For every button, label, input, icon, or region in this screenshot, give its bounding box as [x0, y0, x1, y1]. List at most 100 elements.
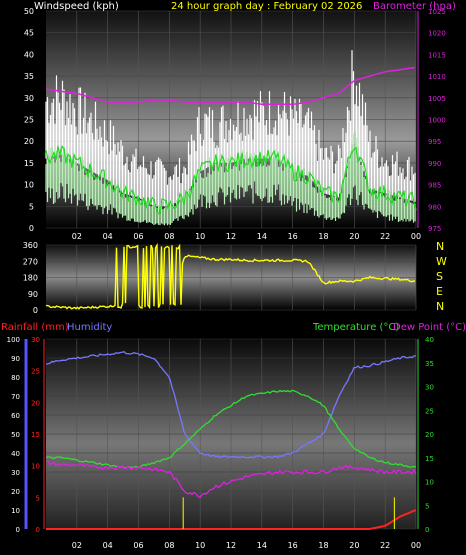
- barometer-ytick-label: 1010: [428, 73, 446, 81]
- barometer-ytick-label: 995: [428, 138, 441, 146]
- direction-ytick-label: 180: [23, 274, 38, 283]
- barometer-ytick-label: 985: [428, 182, 441, 190]
- rainfall-ytick-label: 25: [31, 368, 40, 376]
- right-label-barometer: Barometer (hpa): [373, 1, 456, 12]
- direction-ytick-label: 0: [33, 306, 38, 315]
- humidity-ytick-label: 20: [11, 488, 20, 496]
- direction-ytick-label: 90: [28, 290, 38, 299]
- wind-xtick-label: 12: [226, 232, 236, 241]
- wind-series: [45, 11, 419, 228]
- temperature-ytick-label: 40: [425, 336, 434, 344]
- rainfall-ytick-label: 0: [36, 526, 40, 534]
- wind-xtick-label: 08: [164, 232, 174, 241]
- direction-ytick-label: 360: [23, 241, 38, 250]
- lower-xtick-label: 20: [349, 541, 359, 550]
- lower-xtick-label: 16: [288, 541, 298, 550]
- humidity-line: [45, 350, 416, 459]
- right-label-temperature: Temperature (°C): [312, 322, 399, 333]
- temperature-ytick-label: 20: [425, 431, 434, 439]
- wind-xtick-label: 14: [257, 232, 267, 241]
- lower-series: [45, 350, 417, 530]
- humidity-ytick-label: 0: [16, 526, 20, 534]
- temperature-ytick-label: 25: [425, 407, 434, 415]
- humidity-ytick-label: 60: [11, 412, 20, 420]
- lower-xtick-label: 00: [411, 541, 421, 550]
- rainfall-ytick-label: 20: [31, 399, 40, 407]
- wind-ytick-label: 15: [24, 159, 34, 168]
- lower-xtick-label: 22: [380, 541, 390, 550]
- rainfall-ytick-label: 5: [36, 494, 40, 502]
- wind-ytick-label: 40: [24, 50, 34, 59]
- wind-ytick-label: 35: [24, 72, 34, 81]
- left-label-windspeed: Windspeed (kph): [34, 1, 119, 12]
- direction-series: [46, 242, 416, 310]
- wind-xtick-label: 02: [72, 232, 82, 241]
- wind-xtick-label: 18: [318, 232, 328, 241]
- wind-ytick-label: 0: [29, 224, 34, 233]
- lower-xtick-label: 08: [164, 541, 174, 550]
- wind-xtick-label: 16: [288, 232, 298, 241]
- wind-xtick-label: 22: [380, 232, 390, 241]
- compass-label-n-bottom: N: [436, 300, 444, 313]
- barometer-ytick-label: 975: [428, 225, 441, 233]
- lower-xtick-label: 12: [226, 541, 236, 550]
- humidity-ytick-label: 50: [11, 431, 20, 439]
- compass-label-e: E: [436, 285, 443, 298]
- direction-ytick-label: 270: [23, 257, 38, 266]
- axis-labels: 0510152025303540455097598098599099510001…: [7, 7, 446, 550]
- humidity-ytick-label: 40: [11, 450, 20, 458]
- humidity-ytick-label: 90: [11, 355, 20, 363]
- compass-label-n-top: N: [436, 240, 444, 253]
- wind-ytick-label: 20: [24, 137, 34, 146]
- wind-xtick-label: 10: [195, 232, 205, 241]
- right-label-dewpoint: Dew Point (°C): [393, 322, 466, 333]
- barometer-ytick-label: 1025: [428, 8, 446, 16]
- wind-xtick-label: 04: [103, 232, 113, 241]
- wind-ytick-label: 50: [24, 7, 34, 16]
- barometer-ytick-label: 980: [428, 203, 441, 211]
- barometer-ytick-label: 1000: [428, 117, 446, 125]
- barometer-ytick-label: 1020: [428, 30, 446, 38]
- wind-direction-line: [46, 242, 416, 310]
- temperature-ytick-label: 10: [425, 479, 434, 487]
- wind-xtick-label: 06: [133, 232, 143, 241]
- lower-xtick-label: 14: [257, 541, 267, 550]
- compass-label-w: W: [436, 255, 447, 268]
- wind-ytick-label: 5: [29, 202, 34, 211]
- barometer-ytick-label: 1015: [428, 51, 446, 59]
- temperature-ytick-label: 30: [425, 384, 434, 392]
- direction-grid: [46, 244, 417, 311]
- temperature-ytick-label: 15: [425, 455, 434, 463]
- humidity-ytick-label: 10: [11, 507, 20, 515]
- lower-xtick-label: 18: [318, 541, 328, 550]
- humidity-ytick-label: 80: [11, 374, 20, 382]
- temperature-ytick-label: 5: [425, 502, 429, 510]
- barometer-line: [45, 66, 416, 106]
- temperature-line: [45, 389, 417, 469]
- wind-xtick-label: 00: [411, 232, 421, 241]
- left-label-rainfall: Rainfall (mm): [1, 322, 69, 333]
- rainfall-ytick-label: 15: [31, 431, 40, 439]
- temperature-ytick-label: 35: [425, 360, 434, 368]
- wind-ytick-label: 45: [24, 29, 34, 38]
- barometer-ytick-label: 990: [428, 160, 441, 168]
- wind-ytick-label: 10: [24, 181, 34, 190]
- dewpoint-line: [46, 460, 417, 499]
- windspeed-mean-line: [45, 144, 417, 215]
- wind-xtick-label: 20: [349, 232, 359, 241]
- left-label-humidity: Humidity: [67, 322, 112, 333]
- rainfall-ytick-label: 30: [31, 336, 40, 344]
- lower-xtick-label: 02: [72, 541, 82, 550]
- wind-ytick-label: 25: [24, 116, 34, 125]
- rainfall-line: [46, 509, 417, 530]
- compass-label-s: S: [436, 270, 443, 283]
- humidity-ytick-label: 70: [11, 393, 20, 401]
- chart-title: 24 hour graph day : February 02 2026: [171, 1, 362, 12]
- lower-xtick-label: 10: [195, 541, 205, 550]
- temperature-ytick-label: 0: [425, 526, 429, 534]
- humidity-ytick-label: 100: [7, 336, 20, 344]
- lower-xtick-label: 04: [103, 541, 113, 550]
- wind-ytick-label: 30: [24, 94, 34, 103]
- humidity-ytick-label: 30: [11, 469, 20, 477]
